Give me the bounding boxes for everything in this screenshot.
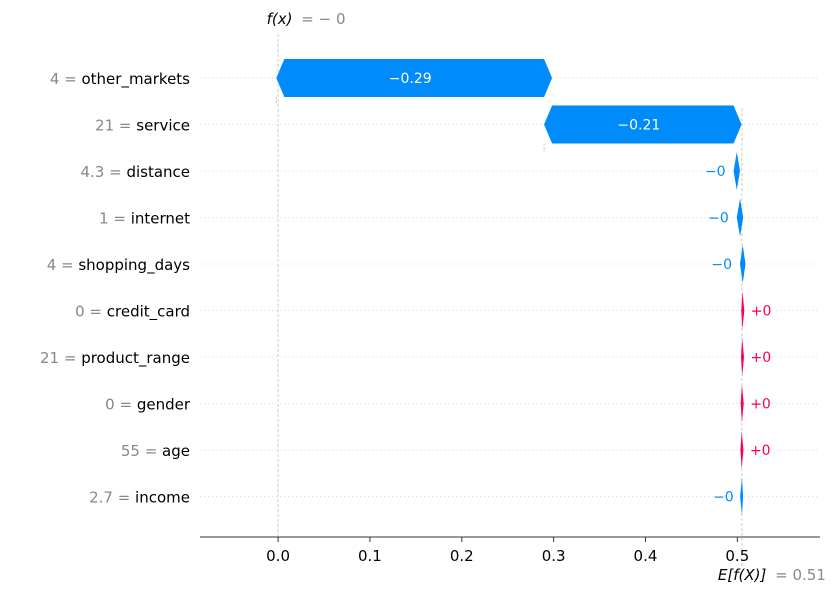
feature-value: 0 = — [105, 396, 137, 414]
bar-labels: −0.29 −0.21 −0 −0 −0 +0 +0 +0 +0 −0 — [389, 71, 772, 506]
bar-distance — [733, 152, 740, 190]
bar-age — [740, 431, 744, 469]
fx-label: f(x) = − 0 — [267, 10, 346, 28]
feature-name: internet — [131, 210, 190, 228]
feature-label-internet: 1 = internet — [99, 210, 190, 228]
feature-name: shopping_days — [78, 256, 190, 275]
bar-value-label: −0.21 — [617, 118, 660, 134]
feature-value: 21 = — [40, 349, 81, 367]
feature-name: age — [162, 442, 190, 460]
feature-label-other_markets: 4 = other_markets — [50, 70, 190, 89]
feature-name: distance — [126, 163, 190, 181]
bar-shopping_days — [739, 245, 746, 283]
bars — [275, 59, 746, 516]
feature-label-product_range: 21 = product_range — [40, 349, 190, 368]
fx-symbol: f(x) — [267, 10, 293, 28]
bar-gender — [740, 384, 744, 423]
feature-name: product_range — [81, 349, 190, 368]
feature-name: other_markets — [81, 70, 190, 89]
feature-labels: 4 = other_markets 21 = service 4.3 = dista… — [40, 70, 191, 507]
bar-value-label: −0.29 — [389, 71, 432, 87]
feature-label-income: 2.7 = income — [89, 489, 190, 507]
bar-product_range — [741, 338, 745, 376]
bar-income — [740, 477, 744, 516]
feature-value: 2.7 = — [89, 489, 135, 507]
feature-value: 55 = — [121, 442, 162, 460]
x-ticks: 0.0 0.1 0.2 0.3 0.4 0.5 — [266, 537, 749, 565]
efx-value: = 0.51 — [775, 566, 826, 584]
efx-label: E[f(X)] = 0.51 — [718, 566, 826, 584]
bar-value-label: −0 — [708, 211, 729, 227]
efx-symbol: E[f(X)] — [718, 566, 767, 584]
x-tick-label: 0.0 — [266, 547, 290, 565]
feature-name: service — [136, 117, 190, 135]
bar-value-label: −0 — [713, 490, 734, 506]
bar-service — [544, 105, 742, 144]
feature-value: 1 = — [99, 210, 131, 228]
x-tick-label: 0.1 — [358, 547, 382, 565]
bar-value-label: +0 — [751, 304, 772, 320]
bar-value-label: −0 — [705, 164, 726, 180]
feature-label-distance: 4.3 = distance — [80, 163, 190, 181]
feature-value: 4.3 = — [80, 163, 126, 181]
feature-value: 21 = — [95, 117, 136, 135]
x-tick-label: 0.5 — [725, 547, 749, 565]
feature-label-age: 55 = age — [121, 442, 190, 460]
bar-credit_card — [741, 291, 745, 330]
feature-name: gender — [137, 396, 191, 414]
bar-value-label: +0 — [750, 443, 771, 459]
feature-value: 4 = — [47, 256, 79, 274]
feature-name: income — [135, 489, 190, 507]
bar-value-label: +0 — [750, 350, 771, 366]
bar-other_markets — [276, 59, 553, 97]
fx-value: = − 0 — [301, 10, 345, 28]
feature-label-gender: 0 = gender — [105, 396, 191, 414]
bar-internet — [736, 198, 744, 237]
bar-value-label: +0 — [750, 397, 771, 413]
bar-value-label: −0 — [711, 257, 732, 273]
x-tick-label: 0.4 — [634, 547, 658, 565]
feature-label-credit_card: 0 = credit_card — [75, 303, 190, 322]
feature-value: 0 = — [75, 303, 107, 321]
feature-name: credit_card — [107, 303, 190, 322]
feature-label-service: 21 = service — [95, 117, 190, 135]
feature-value: 4 = — [50, 70, 82, 88]
feature-label-shopping_days: 4 = shopping_days — [47, 256, 190, 275]
x-tick-label: 0.3 — [542, 547, 566, 565]
x-tick-label: 0.2 — [450, 547, 474, 565]
